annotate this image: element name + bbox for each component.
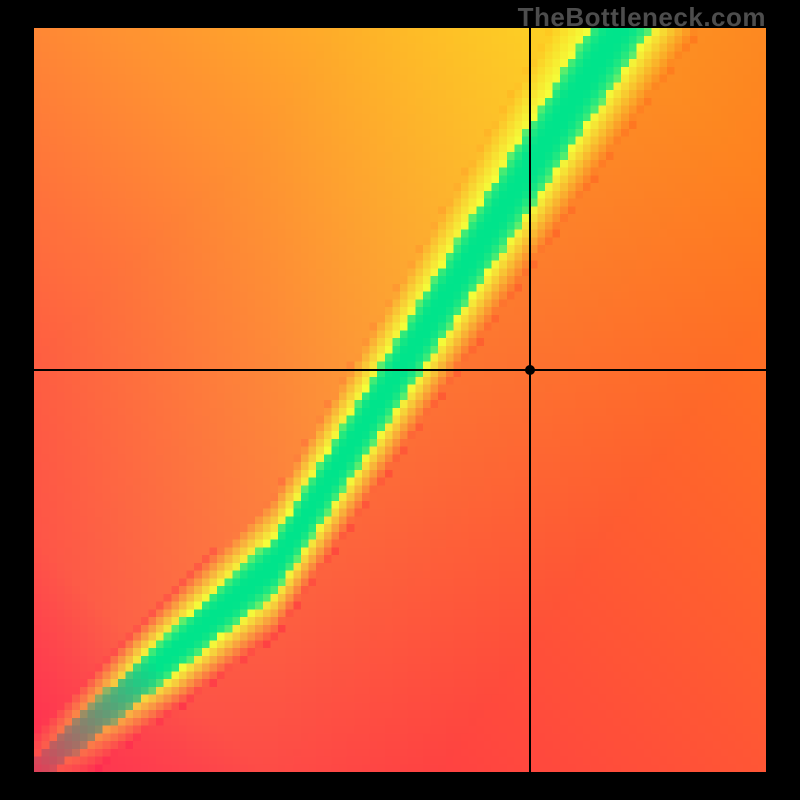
crosshair-vertical <box>529 28 531 772</box>
crosshair-marker <box>525 365 535 375</box>
bottleneck-heatmap <box>34 28 766 772</box>
crosshair-horizontal <box>34 369 766 371</box>
watermark-text: TheBottleneck.com <box>518 2 766 33</box>
chart-container: TheBottleneck.com <box>0 0 800 800</box>
